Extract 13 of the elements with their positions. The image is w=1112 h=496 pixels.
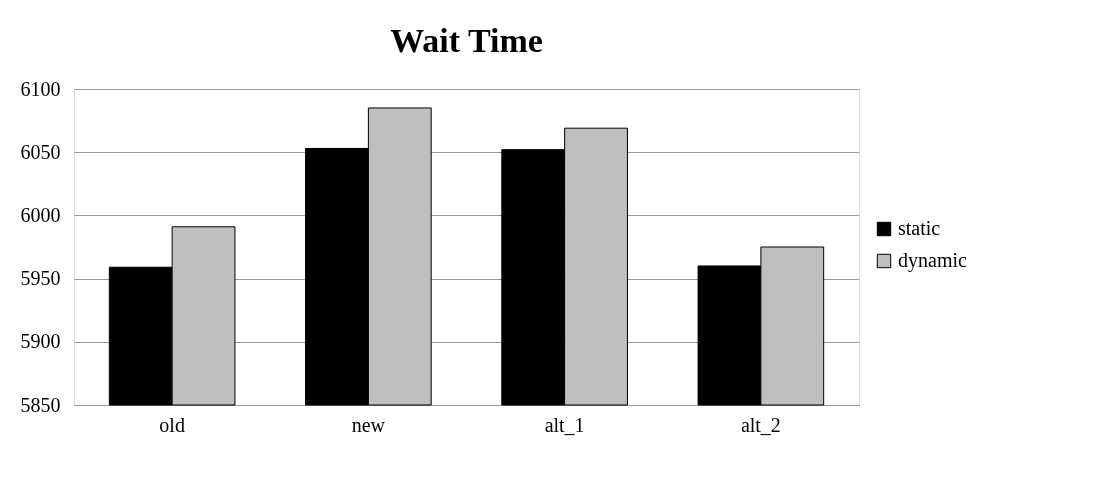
y-tick-label: 5900 (20, 330, 61, 353)
y-tick-label: 6000 (20, 203, 61, 226)
y-tick-label: 5950 (20, 267, 61, 290)
legend-label: dynamic (898, 249, 967, 272)
x-tick-label: new (351, 413, 386, 436)
y-tick-label: 6050 (20, 140, 61, 163)
x-tick-label: alt_1 (544, 413, 585, 436)
legend-label: static (898, 217, 941, 239)
chart-title: Wait Time (390, 22, 543, 59)
y-tick-label: 6100 (20, 77, 61, 100)
x-tick-label: alt_2 (740, 413, 781, 436)
x-tick-label: old (159, 413, 185, 436)
y-tick-label: 5850 (20, 393, 61, 416)
